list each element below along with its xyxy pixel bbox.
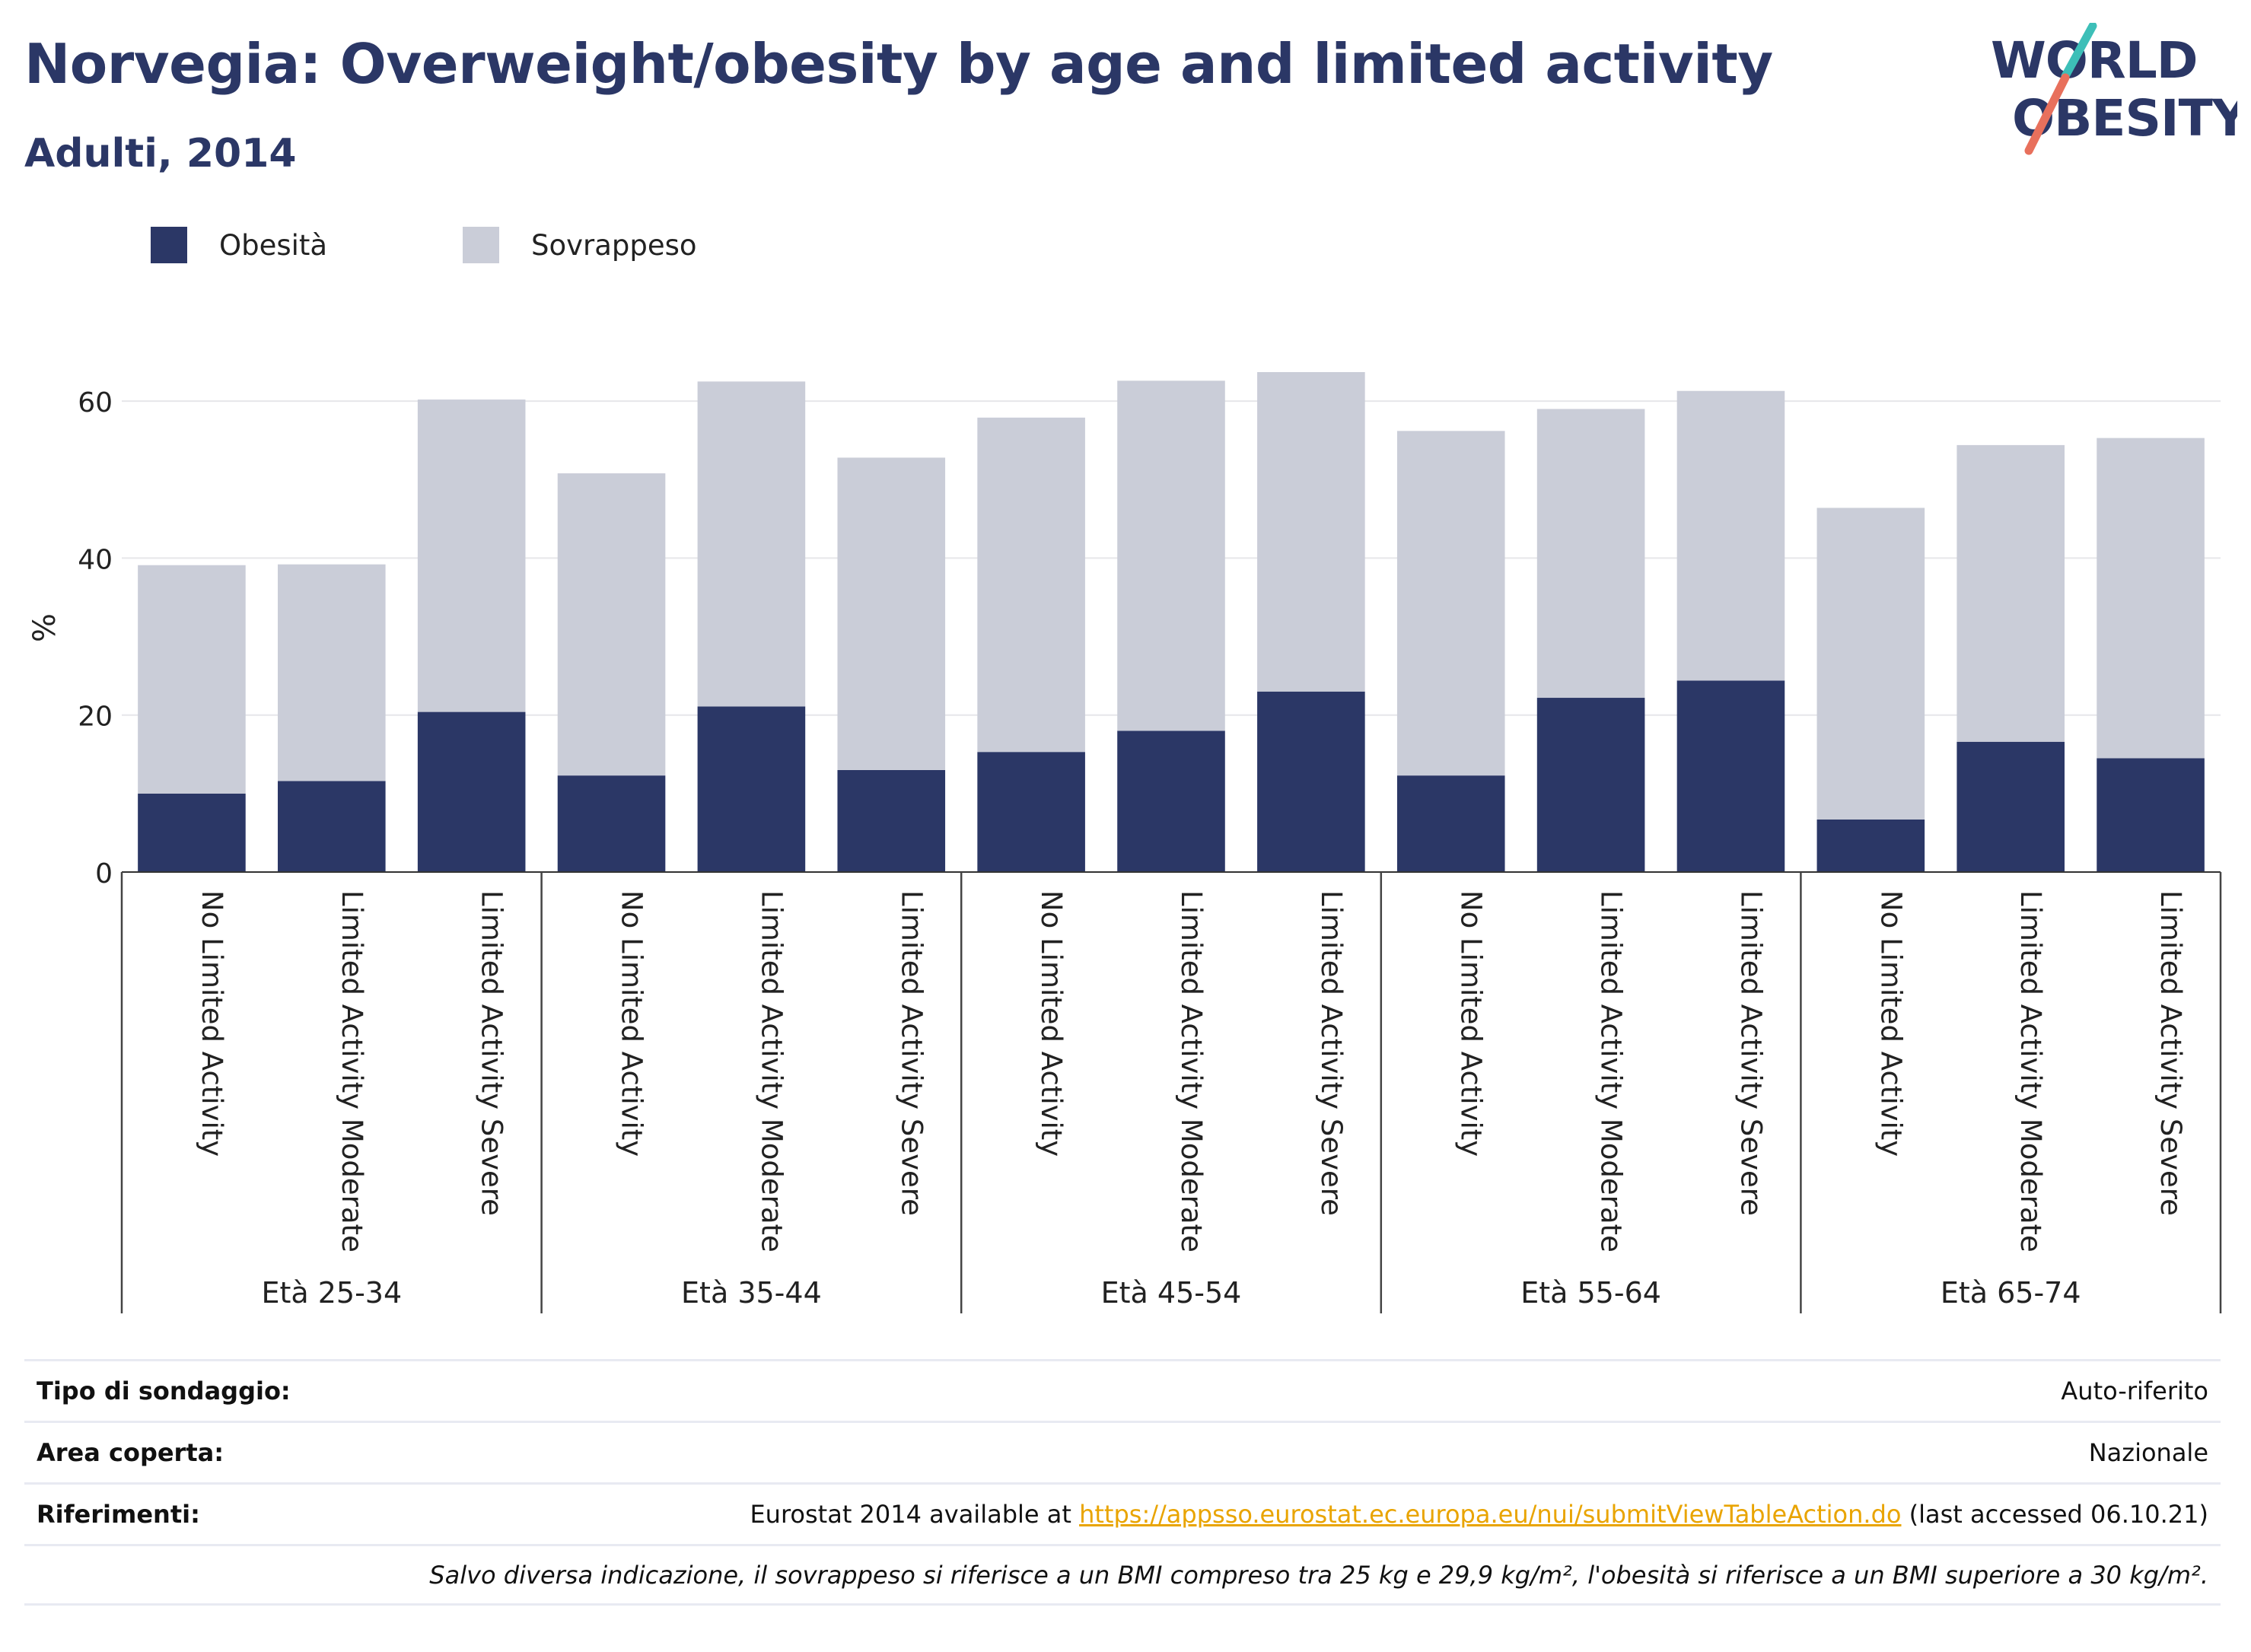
logo-text-world: WORLD	[1991, 31, 2198, 90]
bmi-note: Salvo diversa indicazione, il sovrappeso…	[429, 1560, 2208, 1590]
x-tick-label: Limited Activity Moderate	[2014, 890, 2047, 1253]
logo-slash-top	[2061, 23, 2097, 81]
bar-overweight	[977, 417, 1085, 753]
group-label: Età 45-54	[1101, 1276, 1242, 1310]
info-row-references: Riferimenti: Eurostat 2014 available at …	[24, 1482, 2221, 1544]
info-label: Area coperta:	[37, 1438, 224, 1467]
legend-swatch-obesity	[151, 227, 187, 263]
stacked-bar-chart: 0 20 40 60% No Limited Activity Limited Activ…	[27, 371, 2222, 1313]
bar-obesity	[278, 781, 386, 872]
bar-obesity	[1117, 731, 1225, 872]
bar-overweight	[697, 381, 806, 707]
chart-title: Norvegia: Overweight/obesity by age and …	[24, 32, 1773, 96]
x-tick-label: Limited Activity Severe	[895, 890, 928, 1216]
reference-link[interactable]: https://appsso.eurostat.ec.europa.eu/nui…	[1079, 1500, 1902, 1529]
x-tick-label: Limited Activity Moderate	[336, 890, 368, 1253]
x-tick-label: No Limited Activity	[196, 890, 228, 1157]
bar-obesity	[2097, 758, 2205, 872]
bar-obesity	[1956, 741, 2065, 872]
bar-obesity	[1816, 819, 1925, 872]
info-row-area: Area coperta: Nazionale	[24, 1421, 2221, 1482]
legend-label-overweight: Sovrappeso	[531, 228, 697, 262]
y-tick-label: 20	[78, 702, 113, 733]
info-value: Nazionale	[2088, 1438, 2208, 1467]
info-table: Tipo di sondaggio: Auto-riferito Area co…	[24, 1359, 2221, 1606]
bar-overweight	[278, 564, 386, 781]
bar-obesity	[557, 775, 666, 872]
y-axis-label: %	[27, 613, 62, 642]
group-label: Età 25-34	[261, 1276, 402, 1310]
group-label: Età 35-44	[681, 1276, 822, 1310]
group-label: Età 65-74	[1941, 1276, 2081, 1310]
info-value: Auto-riferito	[2061, 1377, 2208, 1405]
bar-overweight	[837, 457, 946, 770]
reference-suffix: (last accessed 06.10.21)	[1901, 1500, 2208, 1529]
x-tick-label: No Limited Activity	[1455, 890, 1488, 1157]
bar-overweight	[138, 565, 246, 794]
legend-swatch-overweight	[463, 227, 499, 263]
bar-overweight	[1676, 390, 1785, 681]
bar-obesity	[1536, 698, 1645, 872]
info-label: Riferimenti:	[37, 1500, 200, 1529]
bar-overweight	[557, 473, 666, 776]
bar-obesity	[417, 711, 526, 872]
bar-overweight	[1816, 508, 1925, 820]
x-tick-label: Limited Activity Severe	[1734, 890, 1767, 1216]
world-obesity-logo: WORLD OBESITY	[1991, 23, 2237, 155]
legend-item-obesity[interactable]: Obesità	[151, 225, 327, 265]
x-tick-label: No Limited Activity	[1035, 890, 1068, 1157]
x-tick-label: Limited Activity Severe	[2154, 890, 2187, 1216]
info-row-survey-type: Tipo di sondaggio: Auto-riferito	[24, 1359, 2221, 1421]
bar-obesity	[1396, 775, 1505, 872]
bar-overweight	[1536, 409, 1645, 699]
bar-obesity	[1257, 691, 1365, 872]
legend-item-overweight[interactable]: Sovrappeso	[463, 225, 697, 265]
x-tick-label: No Limited Activity	[616, 890, 648, 1157]
x-tick-label: Limited Activity Moderate	[1595, 890, 1628, 1253]
x-tick-label: Limited Activity Severe	[476, 890, 508, 1216]
x-tick-label: No Limited Activity	[1874, 890, 1907, 1157]
bar-obesity	[1676, 680, 1785, 872]
y-tick-label: 0	[95, 858, 113, 890]
info-row-note: Salvo diversa indicazione, il sovrappeso…	[24, 1544, 2221, 1606]
info-label: Tipo di sondaggio:	[37, 1377, 291, 1405]
x-tick-label: Limited Activity Moderate	[755, 890, 788, 1253]
bar-obesity	[837, 769, 946, 872]
group-label: Età 55-64	[1520, 1276, 1661, 1310]
logo-slash-bottom	[2024, 73, 2070, 155]
legend-label-obesity: Obesità	[219, 228, 328, 262]
y-tick-label: 60	[78, 387, 113, 419]
info-value: Eurostat 2014 available at https://appss…	[750, 1500, 2208, 1529]
bar-overweight	[417, 399, 526, 712]
bar-overweight	[1396, 431, 1505, 776]
bar-obesity	[977, 752, 1085, 872]
y-tick-label: 40	[78, 544, 113, 575]
bar-obesity	[138, 793, 246, 872]
bar-overweight	[1956, 444, 2065, 742]
bar-overweight	[1117, 380, 1225, 731]
bar-overweight	[2097, 438, 2205, 759]
chart-subtitle: Adulti, 2014	[24, 131, 297, 177]
reference-prefix: Eurostat 2014 available at	[750, 1500, 1080, 1529]
x-tick-label: Limited Activity Moderate	[1175, 890, 1208, 1253]
bar-overweight	[1257, 371, 1365, 692]
bar-obesity	[697, 706, 806, 872]
x-tick-label: Limited Activity Severe	[1315, 890, 1348, 1216]
